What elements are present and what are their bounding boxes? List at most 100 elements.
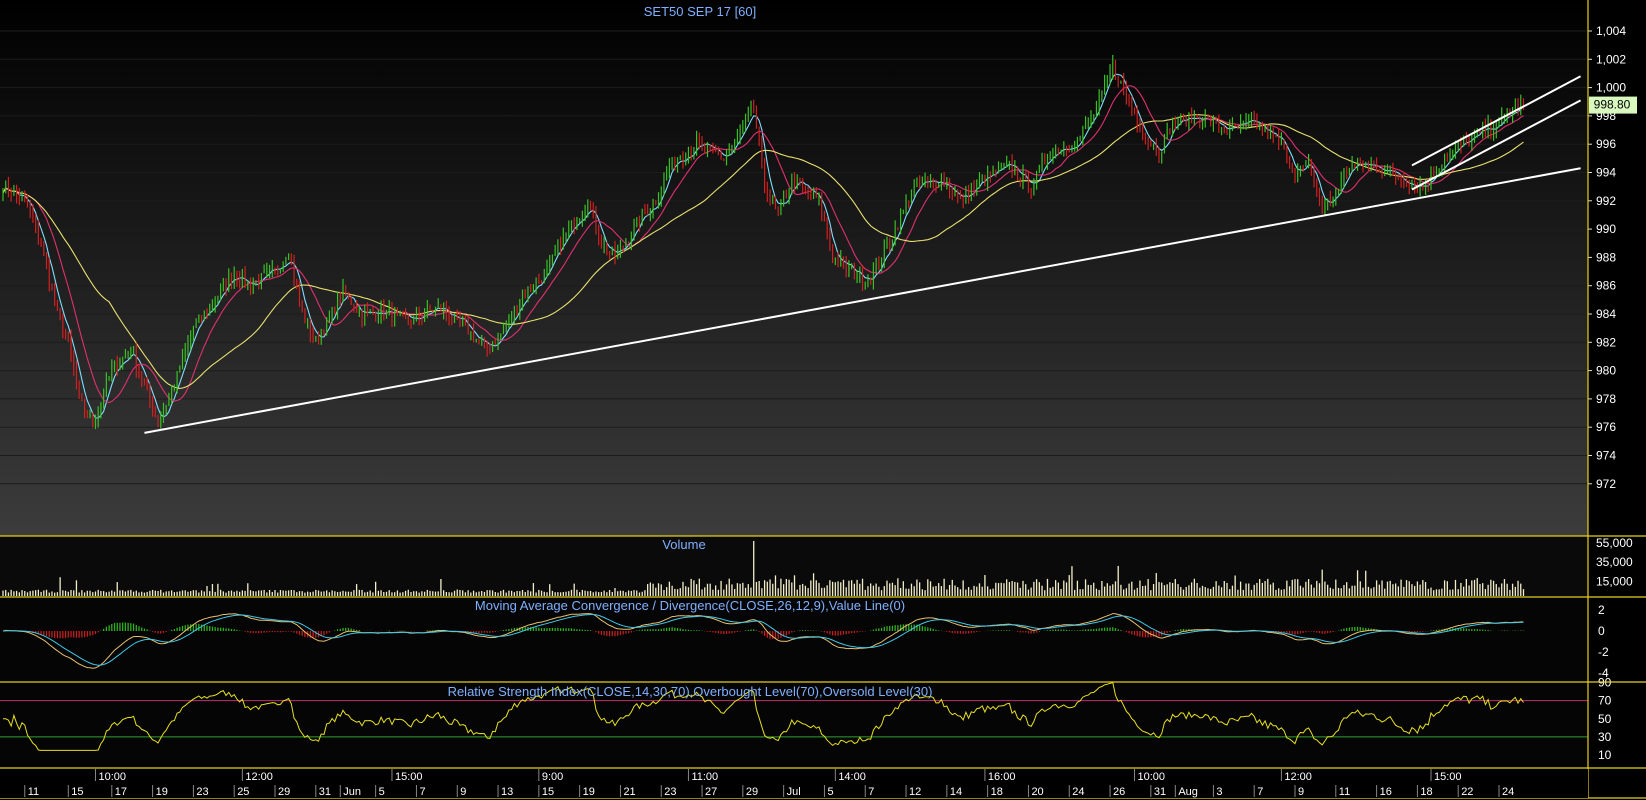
rsi-tick-label: 30 xyxy=(1598,730,1612,744)
price-bars xyxy=(2,54,1525,430)
price-tick-label: 1,004 xyxy=(1596,24,1626,38)
date-label: 9 xyxy=(1298,786,1304,798)
price-tick-label: 982 xyxy=(1596,335,1616,349)
time-axis: 10:00 12:00 15:00 9:00 11:00 14:00 16:00 10:00 1… xyxy=(0,769,1588,798)
price-tick-label: 978 xyxy=(1596,392,1616,406)
macd-tick-label: -2 xyxy=(1598,645,1609,659)
trendline xyxy=(1411,75,1582,167)
macd-tick-label: 0 xyxy=(1598,624,1605,638)
price-tick-label: 984 xyxy=(1596,307,1616,321)
volume-tick-label: 35,000 xyxy=(1596,555,1633,569)
date-label: 21 xyxy=(623,786,635,798)
date-label: 16 xyxy=(1380,786,1392,798)
date-label: Jul xyxy=(787,786,801,798)
rsi-levels xyxy=(0,700,1588,738)
volume-title: Volume xyxy=(662,537,705,552)
rsi-line-path xyxy=(3,681,1524,751)
date-label: 3 xyxy=(1216,786,1222,798)
volume-tick-label: 55,000 xyxy=(1596,536,1633,550)
price-tick-label: 986 xyxy=(1596,279,1616,293)
date-label: 31 xyxy=(319,786,331,798)
macd-lines xyxy=(2,613,1524,669)
trendline xyxy=(144,167,1581,434)
date-label: 29 xyxy=(278,786,290,798)
date-label: 24 xyxy=(1072,786,1084,798)
macd-tick-label: 2 xyxy=(1598,603,1605,617)
time-label: 10:00 xyxy=(98,771,126,783)
date-label: 13 xyxy=(501,786,513,798)
time-label: 12:00 xyxy=(1284,771,1312,783)
date-label: 18 xyxy=(1420,786,1432,798)
trendline xyxy=(1411,99,1582,191)
rsi-tick-label: 50 xyxy=(1598,712,1612,726)
time-label: 16:00 xyxy=(988,771,1016,783)
time-label: 15:00 xyxy=(1434,771,1462,783)
date-label: 19 xyxy=(156,786,168,798)
date-label: 7 xyxy=(419,786,425,798)
volume-axis: 55,000 35,000 15,000 xyxy=(1596,536,1633,589)
date-label: 7 xyxy=(868,786,874,798)
price-panel[interactable]: SET50 SEP 17 [60] 1,0041,0021,0009989969… xyxy=(0,0,1637,536)
date-label: 9 xyxy=(460,786,466,798)
date-label: 7 xyxy=(1257,786,1263,798)
date-label: 31 xyxy=(1154,786,1166,798)
time-label: 11:00 xyxy=(691,771,718,783)
date-label: 5 xyxy=(379,786,385,798)
volume-panel[interactable]: Volume 55,000 35,000 15,000 xyxy=(0,536,1633,596)
price-tick-label: 992 xyxy=(1596,194,1616,208)
rsi-title: Relative Strength Index(CLOSE,14,30,70),… xyxy=(448,684,933,699)
date-label: 23 xyxy=(664,786,676,798)
date-label: 15 xyxy=(71,786,83,798)
date-label: 23 xyxy=(196,786,208,798)
price-tick-label: 1,000 xyxy=(1596,81,1626,95)
date-label: 11 xyxy=(28,786,39,798)
price-tick-label: 976 xyxy=(1596,420,1616,434)
time-label: 15:00 xyxy=(395,771,423,783)
date-label: 24 xyxy=(1502,786,1514,798)
date-label: 29 xyxy=(746,786,758,798)
date-label: 18 xyxy=(991,786,1003,798)
date-label: 14 xyxy=(950,786,962,798)
rsi-panel-background xyxy=(0,683,1588,767)
price-tick-label: 988 xyxy=(1596,250,1616,264)
price-tick-label: 994 xyxy=(1596,166,1616,180)
volume-bars xyxy=(2,540,1525,596)
time-label: 10:00 xyxy=(1138,771,1166,783)
date-label: 26 xyxy=(1113,786,1125,798)
trendlines xyxy=(144,75,1582,434)
time-label: 12:00 xyxy=(245,771,273,783)
date-label: 19 xyxy=(583,786,595,798)
macd-title: Moving Average Convergence / Divergence(… xyxy=(475,598,905,613)
rsi-panel[interactable]: Relative Strength Index(CLOSE,14,30,70),… xyxy=(0,676,1612,767)
date-label: Jun xyxy=(343,786,361,798)
volume-tick-label: 15,000 xyxy=(1596,575,1633,589)
date-label: 17 xyxy=(115,786,127,798)
price-tick-label: 974 xyxy=(1596,449,1616,463)
price-tick-label: 996 xyxy=(1596,137,1616,151)
moving-average-line xyxy=(2,114,1524,389)
rsi-tick-label: 70 xyxy=(1598,694,1612,708)
macd-histogram xyxy=(5,622,1525,639)
date-label: 22 xyxy=(1461,786,1473,798)
macd-panel[interactable]: Moving Average Convergence / Divergence(… xyxy=(0,598,1609,681)
macd-axis: 2 0 -2 -4 xyxy=(1598,603,1609,680)
rsi-tick-label: 10 xyxy=(1598,748,1612,762)
date-label: 25 xyxy=(237,786,249,798)
macd-line xyxy=(2,613,1524,669)
macd-tick-label: -4 xyxy=(1598,666,1609,680)
price-tick-label: 990 xyxy=(1596,222,1616,236)
time-label: 9:00 xyxy=(542,771,563,783)
signal-line xyxy=(2,614,1524,666)
last-price-value: 998.80 xyxy=(1594,98,1631,112)
chart-title: SET50 SEP 17 [60] xyxy=(644,4,757,19)
time-label: 14:00 xyxy=(838,771,866,783)
date-label: 11 xyxy=(1339,786,1350,798)
rsi-line xyxy=(3,681,1524,751)
price-tick-label: 972 xyxy=(1596,477,1616,491)
price-axis: 1,0041,0021,0009989969949929909889869849… xyxy=(1588,24,1626,491)
price-tick-label: 980 xyxy=(1596,364,1616,378)
date-label: 5 xyxy=(827,786,833,798)
